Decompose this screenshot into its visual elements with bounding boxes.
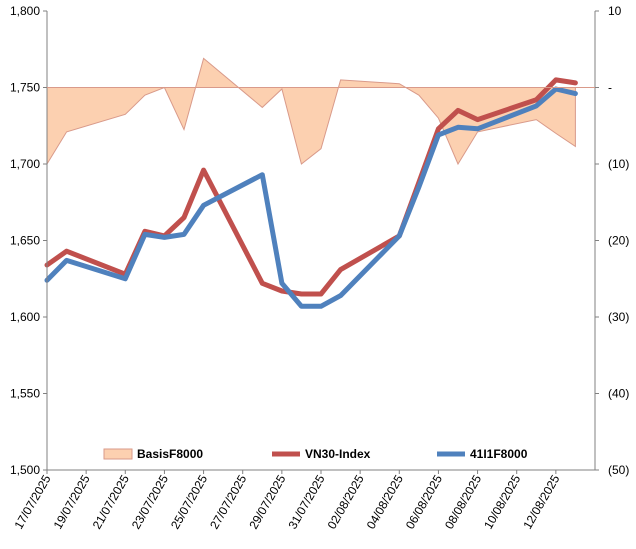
x-tick-label: 23/07/2025 [129,472,171,531]
left-tick-label: 1,500 [10,463,40,477]
x-tick-label: 21/07/2025 [90,472,132,531]
left-tick-label: 1,700 [10,157,40,171]
right-tick-label: 10 [608,4,622,18]
x-tick-label: 04/08/2025 [364,472,406,531]
x-tick-label: 27/07/2025 [207,472,249,531]
left-tick-label: 1,650 [10,234,40,248]
line-layer [44,77,578,309]
x-tick-label: 31/07/2025 [285,472,327,531]
legend-label: 41I1F8000 [470,447,528,461]
x-tick-label: 12/08/2025 [520,472,562,531]
legend: BasisF8000 VN30-Index 41I1F8000 [103,447,528,461]
right-tick-label: (40) [608,387,629,401]
right-tick-label: - [608,81,612,95]
x-tick-label: 25/07/2025 [168,472,210,531]
legend-label: BasisF8000 [137,447,203,461]
x-tick-label: 17/07/2025 [11,472,53,531]
x-tick-label: 29/07/2025 [246,472,288,531]
x-tick-label: 08/08/2025 [442,472,484,531]
x-tick-label: 02/08/2025 [325,472,367,531]
right-tick-label: (20) [608,234,629,248]
basis-area-layer [46,57,576,166]
left-tick-label: 1,600 [10,310,40,324]
legend-swatch-basis [103,448,133,460]
right-tick-label: (10) [608,157,629,171]
left-tick-label: 1,800 [10,4,40,18]
series-line-2 [44,86,578,309]
series-basis-area [46,57,576,166]
x-tick-label: 06/08/2025 [403,472,445,531]
legend-label: VN30-Index [305,447,371,461]
x-tick-label: 19/07/2025 [51,472,93,531]
x-tick-label: 10/08/2025 [481,472,523,531]
left-tick-label: 1,550 [10,387,40,401]
right-tick-label: (30) [608,310,629,324]
series-line-1 [44,77,578,297]
left-tick-label: 1,750 [10,81,40,95]
right-tick-label: (50) [608,463,629,477]
